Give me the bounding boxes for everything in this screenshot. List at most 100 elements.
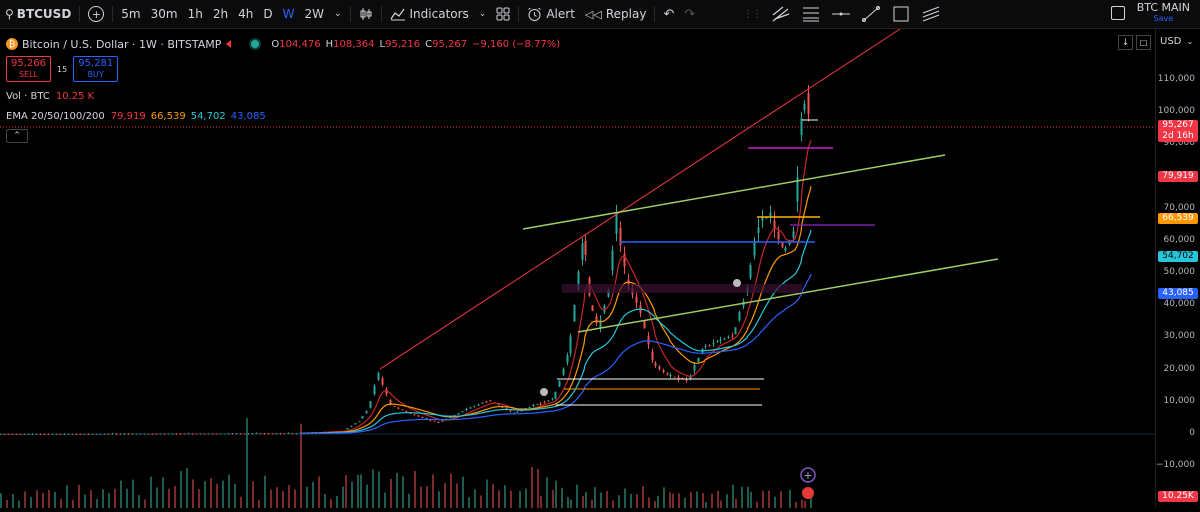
layout-save-control[interactable]: BTC MAIN Save bbox=[1110, 2, 1190, 24]
volume-bar bbox=[642, 486, 644, 508]
candle-body bbox=[373, 385, 376, 395]
candle-body bbox=[11, 433, 14, 435]
volume-tag-text: 10.25K bbox=[1162, 491, 1194, 501]
volume-bar bbox=[711, 493, 713, 508]
interval-2w[interactable]: 2W bbox=[304, 7, 324, 21]
chevron-down-icon: ⌄ bbox=[1186, 37, 1194, 46]
candle-body bbox=[369, 401, 372, 409]
candle-body bbox=[712, 342, 715, 344]
volume-bar bbox=[102, 489, 104, 508]
volume-bar bbox=[468, 497, 470, 508]
price-chart[interactable]: + bbox=[0, 28, 1155, 508]
candle-body bbox=[615, 212, 618, 234]
candle-body bbox=[417, 415, 420, 417]
currency-label: USD bbox=[1160, 36, 1182, 47]
volume-bar bbox=[690, 491, 692, 508]
volume-bar bbox=[120, 480, 122, 508]
templates-button[interactable] bbox=[491, 0, 515, 28]
candle-body bbox=[520, 410, 523, 412]
layout-checkbox[interactable] bbox=[1110, 6, 1125, 20]
volume-bar bbox=[585, 491, 587, 508]
candle-body bbox=[558, 380, 561, 387]
price-axis[interactable]: USD ⌄ 110,000100,00090,00080,00070,00060… bbox=[1155, 29, 1200, 508]
interval-2h[interactable]: 2h bbox=[212, 7, 229, 21]
interval-w[interactable]: W bbox=[282, 7, 295, 21]
candle-body bbox=[581, 243, 584, 261]
ema-100-line bbox=[300, 229, 812, 435]
volume-bar bbox=[591, 499, 593, 508]
candle-body bbox=[346, 428, 349, 430]
drag-handle[interactable]: ⋮⋮ bbox=[738, 0, 766, 28]
candle-body bbox=[51, 433, 54, 435]
channel-icon bbox=[922, 6, 940, 22]
candle-body bbox=[611, 250, 614, 271]
candle-body bbox=[539, 403, 542, 405]
price-tick-label: 90,000 bbox=[1163, 138, 1196, 149]
buy-button[interactable]: 95,281 BUY bbox=[73, 56, 119, 82]
chevron-flag-icon[interactable] bbox=[226, 40, 232, 48]
redo-button[interactable]: ↷ bbox=[679, 0, 700, 28]
scroll-to-latest-button[interactable]: ↓ bbox=[1118, 35, 1133, 50]
candle-body bbox=[95, 433, 98, 435]
buy-price: 95,281 bbox=[78, 58, 114, 69]
drawing-toolbar: ⋮⋮ bbox=[738, 0, 946, 28]
horizontal-line-tool-button[interactable] bbox=[826, 0, 856, 28]
collapse-legend-button[interactable]: ⌃ bbox=[6, 129, 28, 143]
undo-button[interactable]: ↶ bbox=[658, 0, 679, 28]
trend-line-channel-top bbox=[522, 154, 946, 230]
currency-selector[interactable]: USD ⌄ bbox=[1160, 36, 1193, 47]
candle-body bbox=[139, 433, 142, 435]
chart-type-button[interactable] bbox=[354, 0, 378, 28]
alert-button[interactable]: Alert bbox=[522, 0, 580, 28]
rectangle-tool-button[interactable] bbox=[886, 0, 916, 28]
candle-body bbox=[727, 337, 730, 339]
volume-bar bbox=[750, 491, 752, 508]
interval-d[interactable]: D bbox=[263, 7, 273, 21]
ema-label: EMA 20/50/100/200 bbox=[6, 110, 105, 122]
candle-body bbox=[67, 433, 70, 435]
interval-30m[interactable]: 30m bbox=[150, 7, 178, 21]
candle-body bbox=[389, 399, 392, 406]
volume-bar bbox=[618, 495, 620, 508]
settings-toggle-button[interactable]: □ bbox=[1136, 35, 1151, 50]
candle-body bbox=[243, 433, 246, 435]
interval-1h[interactable]: 1h bbox=[187, 7, 203, 21]
candle-body bbox=[673, 376, 676, 378]
price-tick-label: 60,000 bbox=[1163, 234, 1196, 245]
volume-bar bbox=[705, 501, 707, 508]
interval-4h[interactable]: 4h bbox=[238, 7, 254, 21]
volume-bar bbox=[504, 485, 506, 508]
ema-100-value: 54,702 bbox=[190, 110, 226, 122]
channel-tool-button[interactable] bbox=[916, 0, 946, 28]
sell-button[interactable]: 95,266 SELL bbox=[6, 56, 51, 82]
text-tool-button[interactable] bbox=[796, 0, 826, 28]
volume-bar bbox=[426, 486, 428, 508]
indicators-button[interactable]: Indicators bbox=[385, 0, 474, 28]
volume-bar bbox=[804, 500, 806, 508]
brush-icon bbox=[772, 6, 790, 22]
candle-body bbox=[599, 319, 602, 328]
compare-symbol-button[interactable]: + bbox=[83, 0, 109, 28]
candle-body bbox=[734, 327, 737, 335]
volume-bar bbox=[612, 500, 614, 508]
candle-body bbox=[497, 404, 500, 406]
brush-tool-button[interactable] bbox=[766, 0, 796, 28]
candle-body bbox=[516, 411, 519, 413]
ema-20-line bbox=[300, 140, 812, 434]
candle-body bbox=[651, 351, 654, 360]
volume-bar bbox=[561, 487, 563, 508]
price-tick-label: 10,000 bbox=[1163, 395, 1196, 406]
interval-dropdown-button[interactable]: ⌄ bbox=[329, 0, 347, 28]
interval-5m[interactable]: 5m bbox=[121, 7, 141, 21]
indicators-dropdown-button[interactable]: ⌄ bbox=[474, 0, 492, 28]
volume-bar bbox=[537, 468, 539, 508]
symbol-search[interactable]: ⚲ BTCUSD bbox=[0, 0, 76, 28]
volume-bar bbox=[144, 499, 146, 508]
search-icon: ⚲ bbox=[5, 7, 14, 21]
volume-bar bbox=[789, 489, 791, 508]
trend-line-tool-button[interactable] bbox=[856, 0, 886, 28]
candle-body bbox=[35, 433, 38, 435]
chart-pane[interactable]: + bbox=[0, 28, 1155, 508]
replay-button[interactable]: ◁◁ Replay bbox=[580, 0, 652, 28]
volume-bar bbox=[12, 494, 14, 508]
